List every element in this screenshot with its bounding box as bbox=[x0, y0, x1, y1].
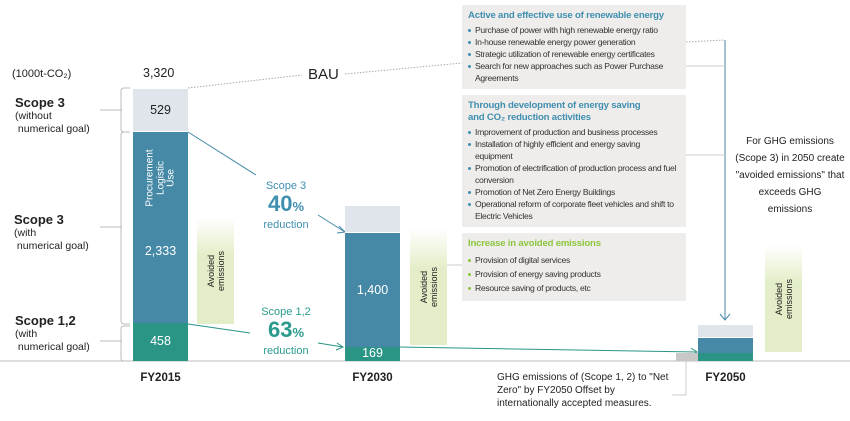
bar-fy2050-scope3-goal bbox=[698, 336, 753, 353]
bar-fy2050-scope12 bbox=[698, 352, 753, 361]
bar-fy2015-scope12: 458 bbox=[133, 323, 188, 361]
bar-fy2030-scope3-nogoal bbox=[345, 204, 400, 232]
list-item: Improvement of production and business p… bbox=[468, 126, 680, 138]
bar-fy2030-scope12: 169 bbox=[345, 346, 400, 361]
box-renewable-energy: Active and effective use of renewable en… bbox=[462, 5, 686, 89]
avoided-emissions-2050: Avoided emissions bbox=[765, 245, 802, 352]
list-item: Purchase of power with high renewable en… bbox=[468, 24, 680, 36]
list-item: Promotion of Net Zero Energy Buildings bbox=[468, 186, 680, 198]
box-avoided-emissions: Increase in avoided emissions Provision … bbox=[462, 233, 686, 301]
left-label-scope3-goal: Scope 3 (with numerical goal) bbox=[14, 212, 89, 252]
list-item: Provision of digital services bbox=[468, 254, 680, 266]
list-item: Operational reform of corporate fleet ve… bbox=[468, 198, 680, 222]
list-item: In-house renewable energy power generati… bbox=[468, 36, 680, 48]
left-label-scope12: Scope 1,2 (with numerical goal) bbox=[15, 313, 90, 353]
bar-value-label: 2,333 bbox=[144, 244, 177, 259]
bar-fy2050-scope3-nogoal bbox=[698, 323, 753, 337]
x-tick-label: FY2050 bbox=[705, 372, 746, 384]
list-item: Provision of energy saving products bbox=[468, 268, 680, 280]
bar-fy2015-scope3-goal: 2,333 bbox=[133, 131, 188, 324]
list-item: Resource saving of products, etc bbox=[468, 282, 680, 294]
bar-fy2015-scope3-nogoal: 529 bbox=[133, 88, 188, 132]
unit-label: (1000t-CO₂) bbox=[12, 68, 72, 80]
list-item: Installation of highly efficient and ene… bbox=[468, 138, 650, 162]
bau-label: BAU bbox=[308, 66, 339, 83]
scope3-reduction: Scope 3 40% reduction bbox=[263, 180, 309, 231]
x-tick-label: FY2015 bbox=[140, 372, 181, 384]
bar-value-label: 1,400 bbox=[356, 282, 389, 297]
bar-value-label: 529 bbox=[150, 102, 171, 117]
total-label: 3,320 bbox=[143, 66, 175, 80]
list-item: Strategic utilization of renewable energ… bbox=[468, 48, 680, 60]
list-item: Promotion of electrification of producti… bbox=[468, 162, 680, 186]
scope12-reduction: Scope 1,2 63% reduction bbox=[261, 306, 311, 357]
offset-block bbox=[676, 353, 698, 361]
avoided-emissions-2030: Avoided emissions bbox=[410, 228, 447, 345]
x-tick-label: FY2030 bbox=[352, 372, 393, 384]
avoided-emissions-2015: Avoided emissions bbox=[197, 218, 234, 324]
bar-fy2030-scope3-goal: 1,400 bbox=[345, 231, 400, 348]
bar-value-label: 458 bbox=[150, 334, 171, 349]
note-offset: GHG emissions of (Scope 1, 2) to "Net Ze… bbox=[497, 372, 669, 409]
left-label-scope3-nogoal: Scope 3 (without numerical goal) bbox=[15, 95, 90, 135]
measure-boxes: Active and effective use of renewable en… bbox=[462, 5, 686, 301]
list-item: Search for new approaches such as Power … bbox=[468, 60, 680, 84]
bar-value-label: 169 bbox=[362, 346, 383, 361]
box-energy-saving: Through development of energy saving and… bbox=[462, 95, 686, 227]
note-2050: For GHG emissions (Scope 3) in 2050 crea… bbox=[735, 136, 845, 215]
